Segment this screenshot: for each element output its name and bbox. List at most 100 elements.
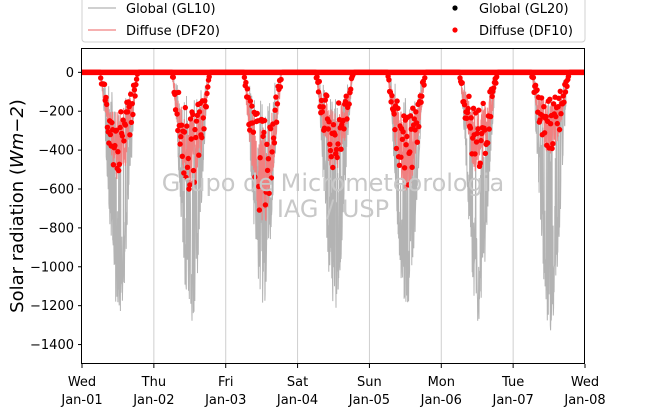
data-point-diffuse-df10 [128,91,134,97]
data-point-diffuse-df10 [480,100,486,107]
data-point-diffuse-df10 [403,142,409,148]
data-point-diffuse-df10 [324,93,330,99]
data-point-diffuse-df10 [491,85,497,91]
data-point-diffuse-df10 [316,78,322,85]
data-point-diffuse-df10 [557,88,563,95]
data-point-diffuse-df10 [271,140,278,146]
data-point-diffuse-df10 [264,167,271,174]
y-tick-label: −1000 [30,260,74,275]
data-point-diffuse-df10 [334,154,340,161]
data-point-diffuse-df10 [328,154,334,160]
data-point-diffuse-df10 [333,146,340,153]
data-point-diffuse-df10 [422,75,428,81]
x-tick-label-date: Jan-07 [492,393,534,408]
data-point-diffuse-df10 [122,122,129,128]
data-point-diffuse-df10 [181,170,187,176]
data-point-diffuse-df10 [327,147,334,154]
data-point-diffuse-df10 [341,126,347,132]
data-point-diffuse-df10 [266,190,272,196]
data-point-diffuse-df10 [396,162,403,168]
data-point-diffuse-df10 [125,109,131,115]
data-point-diffuse-df10 [260,133,266,140]
data-point-diffuse-df10 [170,74,176,80]
data-point-diffuse-df10 [489,93,495,100]
data-point-diffuse-df10 [532,82,539,89]
x-tick-label-day: Tue [501,375,524,390]
data-point-diffuse-df10 [330,164,336,171]
data-point-diffuse-df10 [121,138,127,144]
data-point-diffuse-df10 [128,119,135,126]
data-point-diffuse-df10 [399,136,406,142]
x-tick-label-date: Jan-06 [420,393,462,408]
watermark-line-2: IAG / USP [277,195,389,223]
data-point-diffuse-df10 [320,104,326,110]
data-point-diffuse-df10 [133,81,139,88]
data-point-diffuse-df10 [196,152,202,158]
data-point-diffuse-df10 [464,115,470,122]
data-point-diffuse-df10 [550,141,556,147]
data-point-diffuse-df10 [119,133,126,139]
data-point-diffuse-df10 [104,101,110,108]
data-point-diffuse-df10 [547,96,553,103]
data-point-diffuse-df10 [554,120,560,127]
data-point-diffuse-df10 [470,105,477,112]
data-point-diffuse-df10 [97,69,103,76]
x-tick-label-day: Mon [428,375,455,390]
data-point-diffuse-df10 [330,122,337,128]
legend-swatch-diffuse-df10 [452,27,458,33]
data-point-diffuse-df10 [172,107,179,113]
data-point-diffuse-df10 [203,104,209,110]
data-point-diffuse-df10 [182,104,188,111]
legend-label-global-gl20: Global (GL20) [479,2,569,17]
data-point-diffuse-df10 [537,117,543,123]
data-point-diffuse-df10 [549,145,555,152]
data-point-diffuse-df10 [392,126,398,133]
data-point-diffuse-df10 [249,103,255,109]
data-point-diffuse-df10 [467,125,474,131]
data-point-diffuse-df10 [338,146,344,152]
data-point-diffuse-df10 [261,117,268,124]
y-tick-label: −200 [38,105,74,120]
data-point-diffuse-df10 [411,116,417,122]
x-tick-label-day: Sun [357,375,382,390]
data-point-diffuse-df10 [101,81,108,88]
data-point-diffuse-df10 [319,109,325,115]
data-point-diffuse-df10 [312,69,319,76]
data-point-diffuse-df10 [343,93,349,99]
data-point-diffuse-df10 [336,100,342,106]
data-point-diffuse-df10 [493,80,499,86]
data-point-diffuse-df10 [191,179,197,185]
data-point-diffuse-df10 [412,127,418,133]
x-axis: Wed Jan-01 Thu Jan-02 Fri Jan-03 Sat Jan-04 Sun J… [60,364,606,408]
y-tick-label: −1400 [30,338,74,353]
data-point-diffuse-df10 [190,167,197,174]
data-point-diffuse-df10 [407,113,414,119]
x-tick-label-date: Jan-04 [276,393,318,408]
data-point-diffuse-df10 [485,140,491,146]
data-point-diffuse-df10 [109,119,115,126]
data-point-diffuse-df10 [241,69,247,76]
data-point-diffuse-df10 [243,79,249,86]
data-point-diffuse-df10 [206,74,212,80]
data-point-diffuse-df10 [479,130,485,137]
data-point-diffuse-df10 [482,150,489,157]
data-point-diffuse-df10 [254,110,260,117]
data-point-diffuse-df10 [252,174,258,180]
data-point-diffuse-df10 [188,136,194,142]
data-point-diffuse-df10 [558,111,564,117]
data-point-diffuse-df10 [264,141,270,147]
data-point-diffuse-df10 [204,90,210,97]
data-point-diffuse-df10 [273,94,279,100]
data-point-diffuse-df10 [407,149,413,155]
data-point-diffuse-df10 [192,126,198,133]
data-point-diffuse-df10 [386,77,392,83]
data-point-diffuse-df10 [528,69,534,76]
data-point-diffuse-df10 [482,127,488,133]
data-point-diffuse-df10 [465,105,471,112]
data-point-diffuse-df10 [193,134,199,141]
data-point-diffuse-df10 [112,142,118,149]
data-point-diffuse-df10 [344,116,350,122]
data-point-diffuse-df10 [256,207,263,213]
data-point-diffuse-df10 [178,134,184,140]
